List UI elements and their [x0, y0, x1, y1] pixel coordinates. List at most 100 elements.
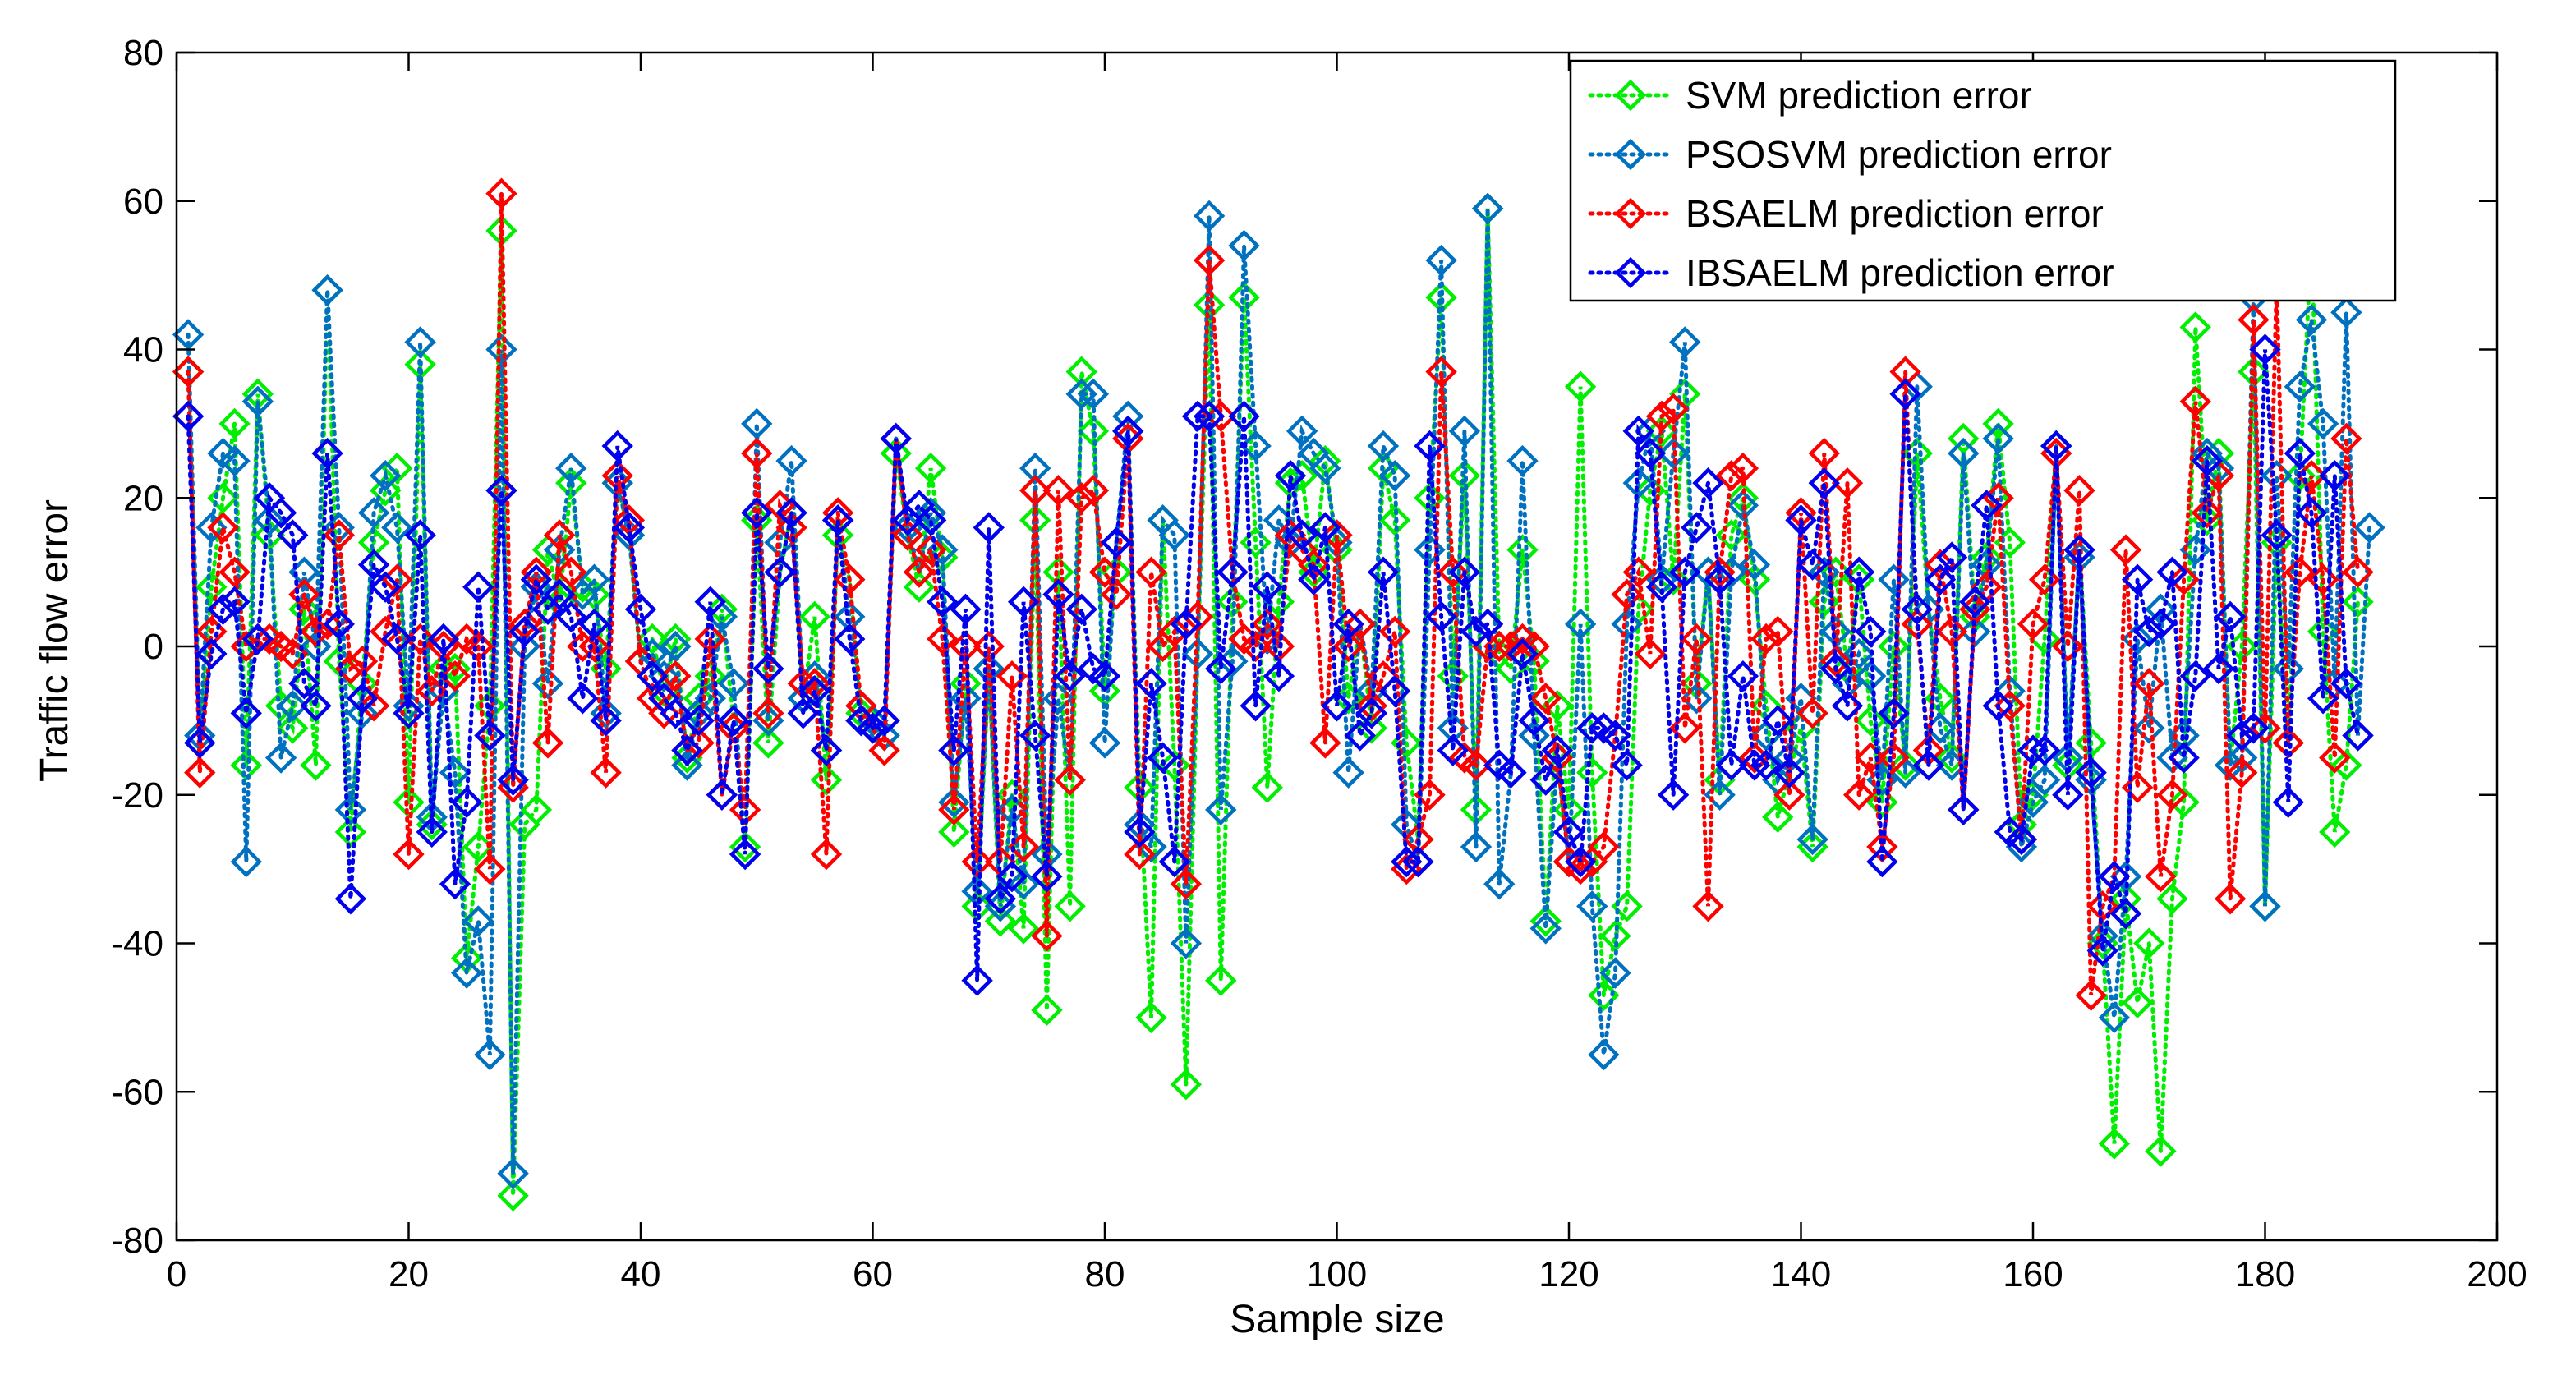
data-point [497, 1179, 529, 1212]
data-point [660, 630, 692, 663]
data-point [1518, 705, 1550, 737]
data-point [1124, 838, 1156, 871]
data-point [2284, 437, 2316, 470]
legend-label: IBSAELM prediction error [1686, 251, 2114, 294]
data-point [1355, 697, 1388, 729]
data-point [2342, 556, 2374, 588]
data-point [1355, 690, 1388, 722]
data-point [1819, 645, 1852, 678]
data-point [1042, 556, 1074, 588]
data-point [2307, 407, 2339, 440]
data-point [2052, 779, 2084, 811]
data-point [2307, 563, 2339, 595]
data-point [1019, 475, 1051, 507]
data-point [1065, 356, 1097, 388]
data-point [404, 519, 436, 551]
data-point [1506, 534, 1539, 566]
data-point [450, 786, 483, 818]
data-point [1704, 563, 1736, 595]
x-tick-label: 80 [1085, 1254, 1125, 1294]
data-point [671, 749, 703, 781]
data-point [393, 838, 425, 871]
data-point [1842, 637, 1875, 670]
data-point [1240, 526, 1272, 559]
data-point [1855, 615, 1887, 648]
data-point [555, 452, 587, 485]
data-point [2307, 683, 2339, 715]
legend-label: PSOSVM prediction error [1686, 133, 2112, 176]
data-point [1669, 326, 1701, 358]
data-point [950, 668, 982, 700]
data-point [1681, 623, 1713, 655]
data-point [2156, 556, 2188, 588]
data-point [404, 326, 436, 358]
data-point [2179, 311, 2211, 343]
data-point [508, 615, 540, 648]
data-point [1124, 816, 1156, 848]
data-point [2226, 756, 2258, 789]
data-point [323, 608, 355, 641]
data-point [1367, 556, 1400, 588]
data-point [927, 586, 959, 618]
data-point [1077, 378, 1110, 410]
data-point [741, 437, 773, 470]
data-point [1425, 600, 1457, 633]
data-point [1599, 920, 1631, 952]
data-point [1855, 660, 1887, 692]
data-point [1135, 668, 1167, 700]
data-point [1100, 556, 1133, 588]
data-point [1448, 556, 1481, 588]
data-point [1054, 764, 1086, 796]
data-point [1889, 356, 1921, 388]
data-point [474, 1038, 506, 1071]
data-point [671, 734, 703, 766]
data-point [462, 905, 494, 937]
data-point [1831, 467, 1864, 499]
data-point [798, 600, 831, 633]
data-point [2261, 519, 2293, 551]
data-point [1181, 637, 1214, 670]
data-point [938, 816, 970, 848]
data-point [578, 563, 610, 595]
legend-marker [1614, 256, 1647, 289]
data-point [218, 407, 251, 440]
data-point [1077, 475, 1110, 507]
x-tick-label: 20 [389, 1254, 429, 1294]
data-point [334, 793, 367, 826]
legend-label: SVM prediction error [1686, 74, 2032, 117]
data-point [1251, 771, 1283, 803]
data-point [311, 437, 343, 470]
data-point [2319, 459, 2351, 492]
data-point [1576, 712, 1608, 744]
data-point [300, 749, 332, 781]
data-point [1425, 244, 1457, 277]
data-point [2145, 593, 2177, 625]
data-point [1378, 675, 1411, 707]
x-tick-label: 120 [1539, 1254, 1598, 1294]
data-point [242, 385, 274, 417]
data-point [1054, 660, 1086, 692]
data-point [172, 319, 205, 351]
data-point [1031, 920, 1063, 952]
legend-marker [1614, 138, 1647, 171]
data-point [1808, 467, 1840, 499]
data-point [184, 727, 216, 759]
data-point [520, 563, 553, 595]
data-point [207, 482, 239, 514]
data-point [1634, 437, 1667, 470]
data-point [1274, 459, 1307, 492]
data-point [1344, 608, 1376, 641]
data-point [2295, 304, 2328, 336]
data-point [2179, 385, 2211, 417]
data-point [1762, 705, 1794, 737]
data-point [1298, 563, 1330, 595]
data-point [427, 623, 460, 655]
data-point [1808, 437, 1840, 470]
y-axis-title: Traffic flow error [33, 499, 76, 782]
data-point [2168, 742, 2200, 774]
data-point [2249, 333, 2281, 366]
data-point [1622, 415, 1654, 448]
data-point [346, 697, 379, 729]
data-point [1088, 660, 1121, 692]
data-point [300, 690, 332, 722]
